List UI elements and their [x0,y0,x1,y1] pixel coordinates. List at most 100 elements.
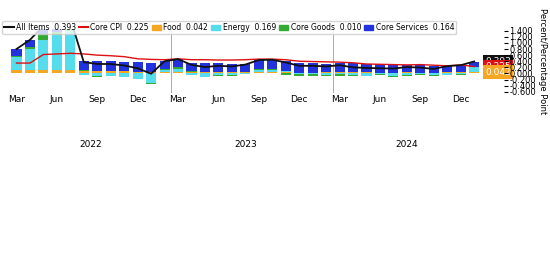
Bar [160,72,169,73]
Bar [12,57,21,70]
Bar [442,65,452,72]
Bar [39,34,48,40]
Bar [254,72,264,73]
Text: 2024: 2024 [395,140,418,149]
Bar [375,64,385,73]
Bar [39,40,48,70]
Bar [160,69,169,70]
Bar [227,75,237,77]
Bar [334,74,345,76]
Bar [213,63,223,72]
Bar [227,72,237,73]
Bar [119,71,129,73]
Bar [348,73,358,75]
Bar [334,63,345,72]
Bar [388,73,398,76]
Bar [307,63,318,73]
Bar [469,72,479,73]
Bar [456,73,466,74]
Bar [294,73,304,74]
Bar [200,73,210,77]
Bar [240,64,250,72]
Text: 0.042: 0.042 [485,68,510,77]
Text: 0.393: 0.393 [485,57,511,66]
Bar [52,32,62,35]
Bar [146,83,156,84]
Bar [469,62,479,67]
Bar [92,76,102,77]
Bar [307,74,318,76]
Bar [213,72,223,73]
Bar [106,61,116,71]
Bar [388,76,398,77]
Bar [429,73,439,75]
Bar [442,73,452,75]
Bar [280,72,291,73]
Bar [119,62,129,71]
Legend: All Items  0.393, Core CPI  0.225, Food  0.042, Energy  0.169, Core Goods  0.010: All Items 0.393, Core CPI 0.225, Food 0.… [2,21,456,35]
Bar [280,73,291,75]
Bar [267,60,277,69]
Bar [65,18,75,28]
Bar [429,65,439,73]
Bar [133,63,142,72]
Bar [375,73,385,74]
Text: 2022: 2022 [79,140,102,149]
Bar [267,72,277,73]
Bar [267,69,277,70]
Bar [442,72,452,73]
Bar [361,72,372,73]
Bar [186,72,196,73]
Bar [52,35,62,70]
Bar [375,74,385,75]
Bar [200,63,210,72]
Bar [160,70,169,72]
Bar [240,73,250,74]
Bar [92,61,102,71]
Bar [213,75,223,76]
Bar [227,73,237,75]
Bar [106,71,116,73]
Bar [280,61,291,71]
Bar [348,75,358,76]
Bar [267,70,277,72]
Bar [146,72,156,73]
Bar [12,70,21,73]
Bar [456,65,466,72]
Bar [173,67,183,69]
Bar [334,73,345,74]
Bar [402,73,412,75]
Bar [334,72,345,73]
Bar [92,71,102,73]
Bar [12,56,21,57]
Bar [65,31,75,70]
Bar [429,75,439,76]
Bar [133,72,142,73]
Bar [321,72,331,73]
Bar [65,70,75,73]
Bar [186,71,196,72]
Bar [52,70,62,73]
Bar [280,71,291,72]
Bar [79,61,89,70]
Bar [79,73,89,75]
Bar [173,59,183,67]
Bar [39,26,48,34]
Bar [388,64,398,73]
Bar [79,70,89,71]
Bar [402,75,412,76]
Bar [240,72,250,73]
Bar [254,69,264,70]
Bar [456,74,466,75]
Bar [415,65,425,73]
Bar [321,75,331,76]
Bar [254,70,264,72]
Bar [65,28,75,31]
Bar [173,69,183,72]
Bar [133,73,142,79]
Text: 2023: 2023 [234,140,257,149]
Bar [119,73,129,77]
Bar [294,74,304,76]
Bar [213,73,223,75]
Bar [25,49,35,70]
